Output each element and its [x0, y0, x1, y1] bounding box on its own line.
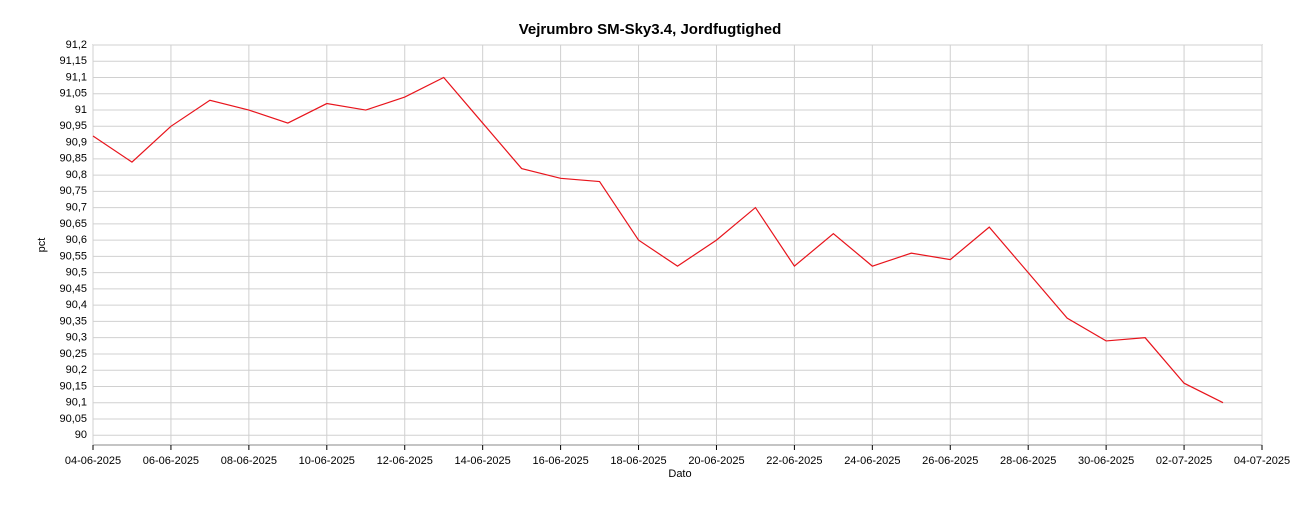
y-tick-label: 90,4	[66, 299, 87, 311]
x-tick-label: 26-06-2025	[922, 455, 978, 467]
x-tick-label: 30-06-2025	[1078, 455, 1134, 467]
y-tick-label: 90,75	[59, 185, 87, 197]
x-tick-label: 28-06-2025	[1000, 455, 1056, 467]
y-tick-label: 90,15	[59, 380, 87, 392]
y-tick-label: 90,3	[66, 332, 87, 344]
y-tick-label: 90,95	[59, 120, 87, 132]
y-tick-label: 90,65	[59, 218, 87, 230]
y-axis-label: pct	[36, 238, 48, 253]
y-tick-label: 90,5	[66, 267, 87, 279]
x-tick-label: 16-06-2025	[532, 455, 588, 467]
y-tick-label: 90,85	[59, 153, 87, 165]
y-tick-label: 90,45	[59, 283, 87, 295]
y-tick-label: 90,05	[59, 413, 87, 425]
x-tick-label: 24-06-2025	[844, 455, 900, 467]
y-tick-label: 91	[75, 104, 87, 116]
x-tick-label: 12-06-2025	[377, 455, 433, 467]
data-line	[92, 76, 1224, 404]
x-tick-label: 06-06-2025	[143, 455, 199, 467]
y-tick-label: 90,2	[66, 364, 87, 376]
plot-frame	[92, 44, 1263, 446]
x-tick-label: 20-06-2025	[688, 455, 744, 467]
y-tick-label: 90,35	[59, 315, 87, 327]
y-tick-label: 90,25	[59, 348, 87, 360]
y-tick-label: 90,6	[66, 234, 87, 246]
y-tick-label: 91,05	[59, 88, 87, 100]
y-tick-label: 91,1	[66, 71, 87, 83]
x-tick-label: 02-07-2025	[1156, 455, 1212, 467]
x-tick-label: 18-06-2025	[610, 455, 666, 467]
y-tick-label: 90,9	[66, 136, 87, 148]
x-tick-label: 08-06-2025	[221, 455, 277, 467]
chart-title: Vejrumbro SM-Sky3.4, Jordfugtighed	[519, 21, 782, 38]
y-tick-label: 91,15	[59, 55, 87, 67]
x-tick-label: 04-07-2025	[1234, 455, 1290, 467]
y-tick-label: 90,7	[66, 202, 87, 214]
x-tick-label: 22-06-2025	[766, 455, 822, 467]
x-axis-label: Dato	[668, 468, 691, 480]
x-tick-label: 04-06-2025	[65, 455, 121, 467]
x-tick-label: 14-06-2025	[455, 455, 511, 467]
y-tick-label: 90,8	[66, 169, 87, 181]
y-tick-label: 90	[75, 429, 87, 441]
x-tick-label: 10-06-2025	[299, 455, 355, 467]
y-tick-label: 90,1	[66, 397, 87, 409]
y-tick-label: 90,55	[59, 250, 87, 262]
y-tick-label: 91,2	[66, 39, 87, 51]
